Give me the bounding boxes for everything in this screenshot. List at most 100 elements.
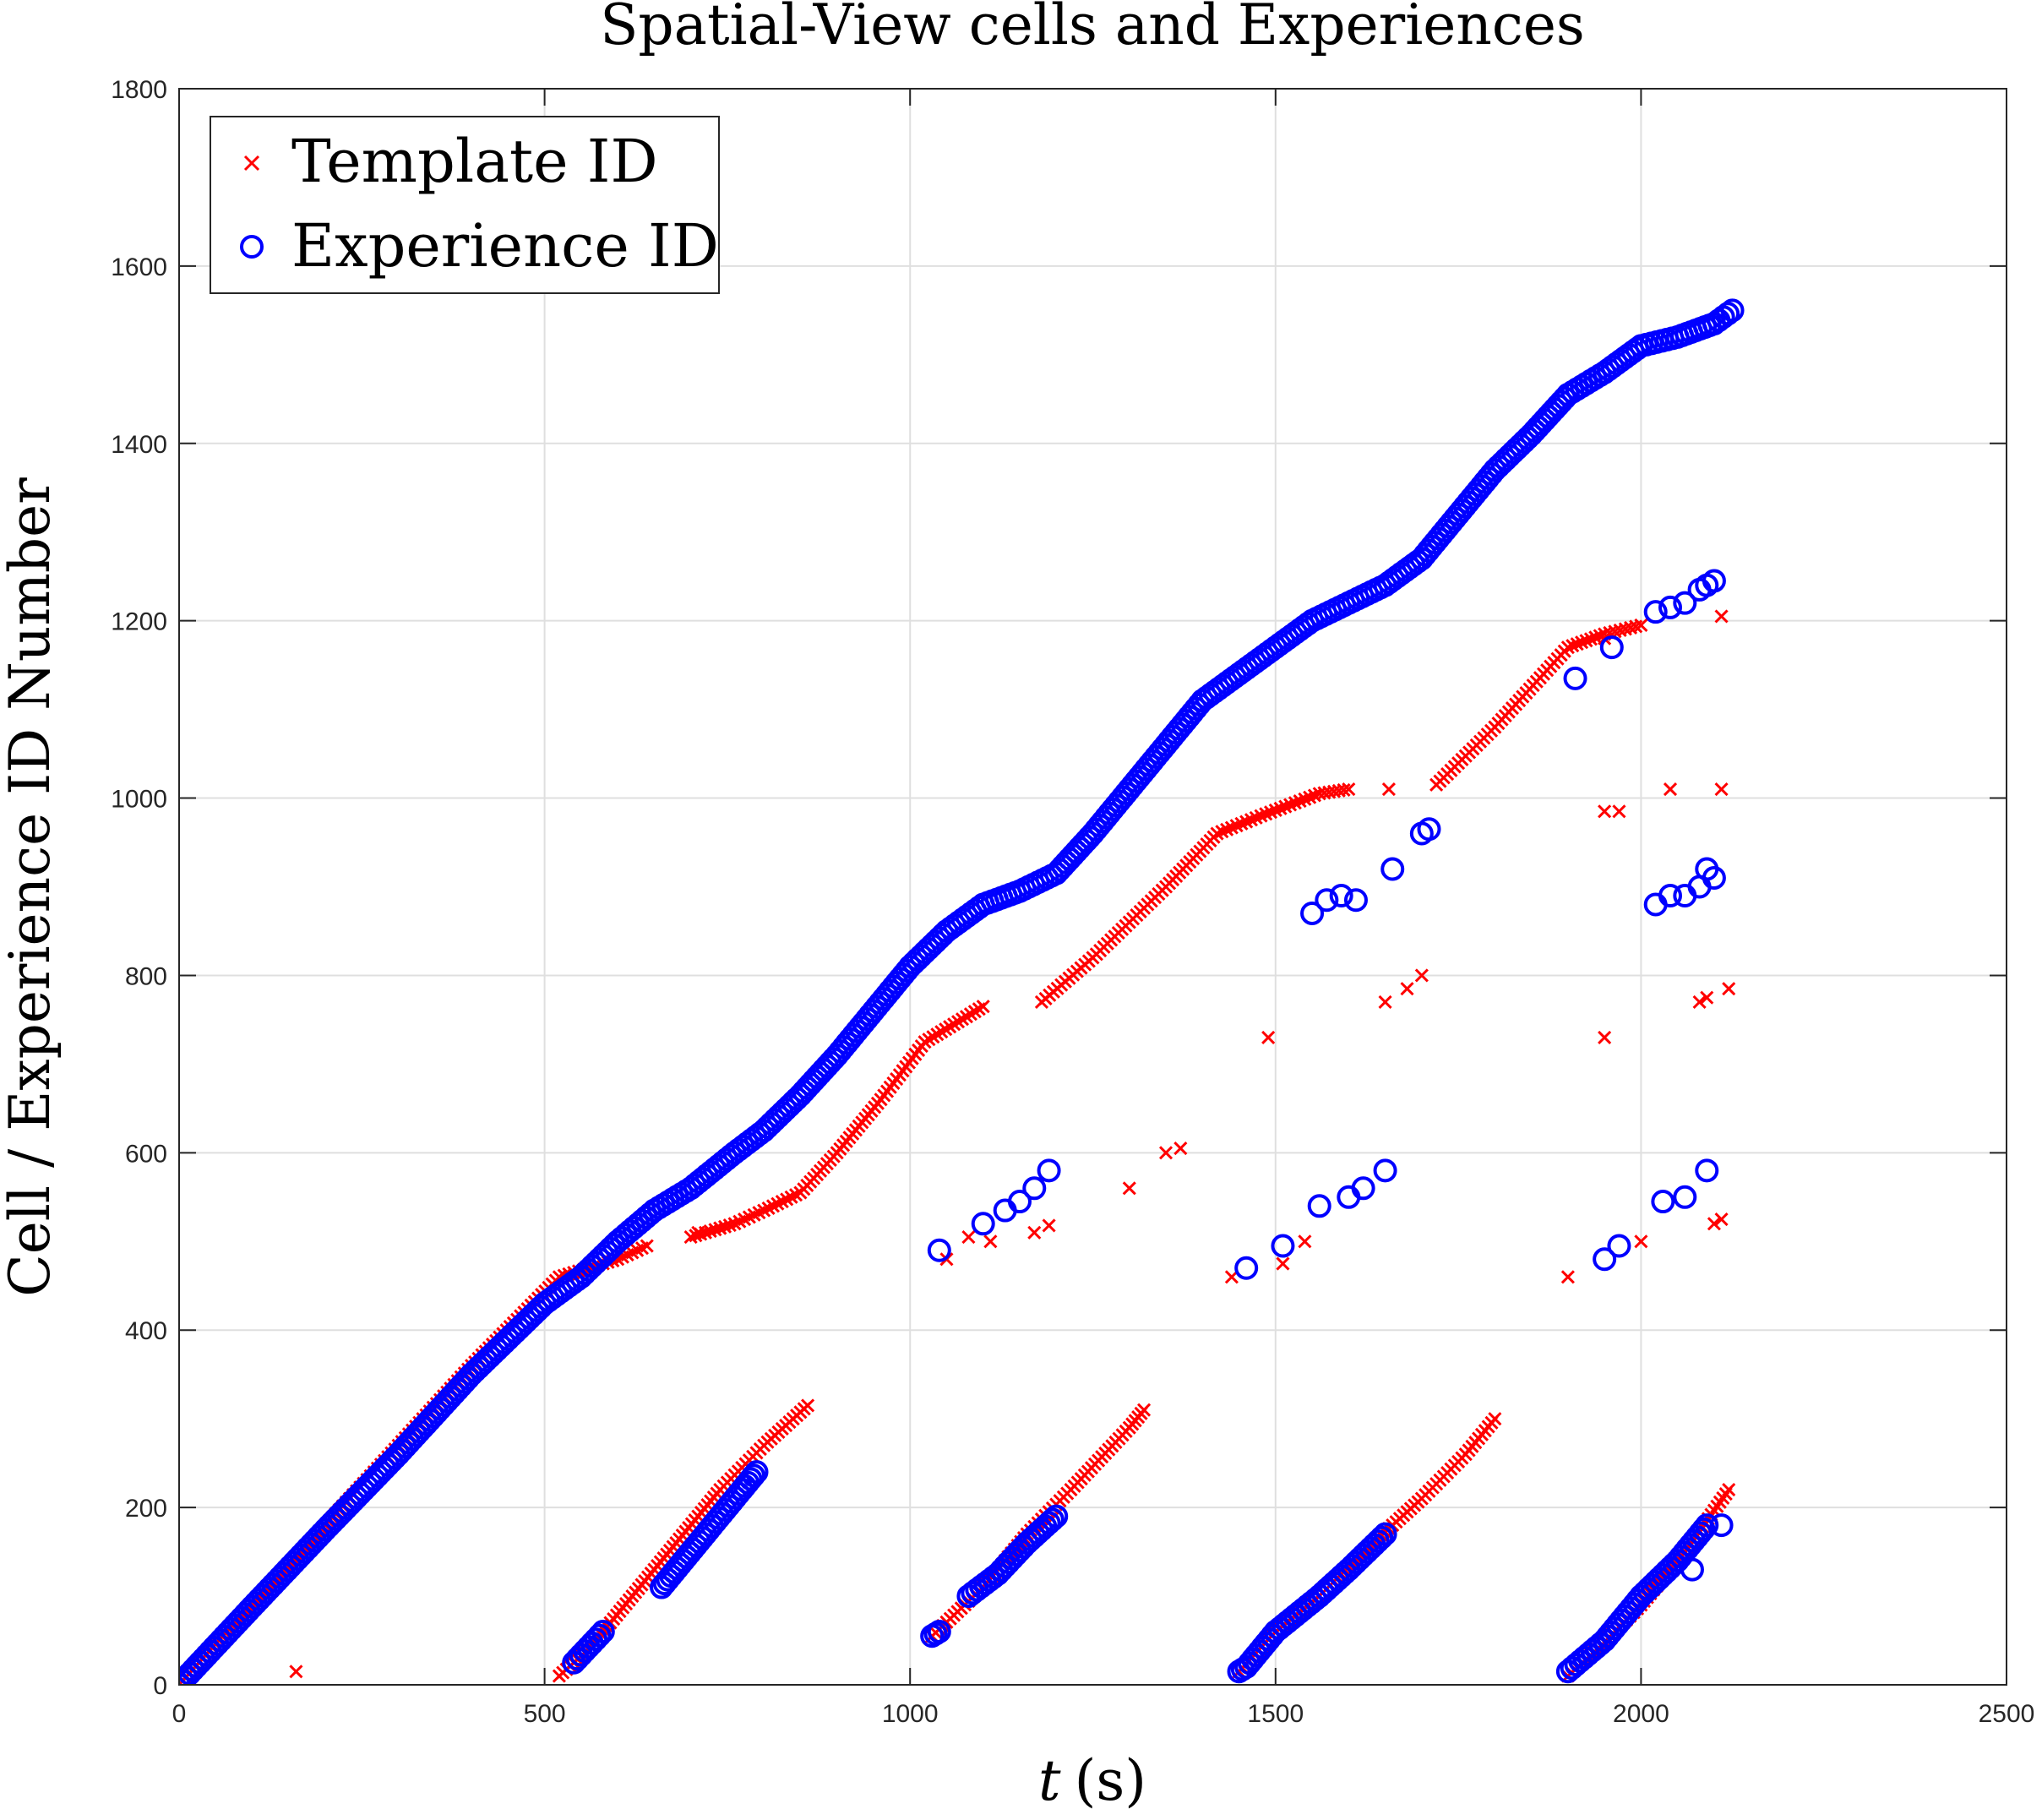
experience-id-point (1417, 817, 1441, 842)
template-id-point (961, 1229, 976, 1245)
experience-id-point (1307, 1194, 1331, 1218)
experience-id-point (1593, 1247, 1617, 1272)
experience-id-point (1563, 666, 1587, 690)
experience-id-point (584, 1627, 608, 1652)
y-tick-label: 1000 (111, 786, 167, 814)
experience-id-point (1234, 1256, 1259, 1280)
experience-id-point (1673, 591, 1697, 615)
experience-id-point (1643, 600, 1668, 624)
series-template-id (179, 609, 1736, 1685)
experience-id-point (1702, 866, 1726, 891)
experience-id-point (1315, 888, 1339, 913)
experience-id-point (1720, 298, 1745, 323)
x-axis: 0 500 1000 1500 2000 2500 (172, 89, 2035, 1728)
legend: Template ID Experience ID (210, 116, 720, 294)
experience-id-point (927, 1238, 951, 1262)
chart-title: Spatial-View cells and Experiences (600, 0, 1585, 57)
template-id-point (1714, 609, 1729, 624)
template-id-point (1700, 990, 1714, 1005)
y-tick-label: 1200 (111, 608, 167, 636)
legend-label-experience: Experience ID (291, 211, 719, 281)
experience-id-point (1695, 1513, 1719, 1538)
experience-id-point (1709, 1513, 1734, 1538)
experience-id-point (1702, 569, 1726, 593)
experience-id-point (738, 1467, 763, 1491)
x-tick-label: 2500 (1979, 1700, 2035, 1728)
experience-id-point (1373, 1522, 1397, 1546)
experience-id-point (1673, 1185, 1697, 1209)
experience-id-point (587, 1623, 612, 1648)
grid-lines (179, 89, 2007, 1685)
series-experience-id (179, 298, 1745, 1685)
template-id-point (1714, 782, 1729, 797)
experience-id-point (591, 1620, 615, 1644)
experience-id-point (971, 1212, 995, 1236)
x-tick-label: 2000 (1613, 1700, 1669, 1728)
experience-id-point (1695, 1158, 1719, 1183)
template-id-point (691, 1225, 705, 1240)
experience-id-point (1365, 1528, 1390, 1553)
template-id-point (289, 1665, 303, 1679)
template-id-point (1707, 1217, 1721, 1231)
template-id-point (1722, 1483, 1736, 1497)
experience-id-point (1300, 901, 1325, 925)
y-tick-label: 1800 (111, 76, 167, 104)
template-id-point (1378, 994, 1392, 1009)
template-id-point (1158, 1146, 1173, 1160)
experience-id-point (1343, 888, 1368, 913)
template-id-point (1042, 1218, 1056, 1233)
template-id-point (1692, 994, 1707, 1009)
y-tick-label: 0 (153, 1672, 167, 1700)
template-id-point (1488, 1412, 1502, 1426)
template-id-point (1261, 1030, 1276, 1044)
experience-id-point (1044, 1504, 1069, 1528)
template-id-point (1634, 1234, 1648, 1249)
experience-id-point (1037, 1511, 1061, 1535)
template-id-point (1337, 782, 1351, 797)
y-tick-label: 200 (125, 1495, 167, 1523)
experience-id-point (1658, 595, 1683, 619)
template-id-point (801, 1398, 815, 1413)
template-id-point (1173, 1142, 1188, 1156)
experience-id-point (1680, 1557, 1704, 1582)
legend-circle-marker-icon (240, 235, 264, 259)
y-tick-label: 600 (125, 1140, 167, 1168)
template-id-point (1634, 618, 1648, 632)
legend-label-template: Template ID (291, 127, 658, 196)
template-id-point (713, 1221, 727, 1235)
x-tick-label: 1000 (882, 1700, 939, 1728)
experience-id-point (1716, 302, 1740, 326)
experience-id-point (1007, 1190, 1032, 1214)
experience-id-point (1651, 1190, 1675, 1214)
legend-box (210, 116, 720, 294)
experience-id-point (1380, 857, 1405, 881)
x-tick-label: 0 (172, 1700, 187, 1728)
template-id-point (1400, 982, 1414, 996)
template-id-point (1612, 804, 1626, 819)
template-id-point (1663, 782, 1678, 797)
template-id-point (976, 1000, 990, 1014)
experience-id-point (1329, 883, 1353, 907)
template-id-point (1598, 1030, 1612, 1044)
template-id-point (640, 1239, 654, 1253)
experience-id-point (1271, 1234, 1295, 1258)
plot-frame (178, 88, 2007, 1686)
y-axis: 0 200 400 600 800 1000 1200 1400 1600 1800 (111, 76, 2007, 1700)
experience-id-point (1607, 1234, 1631, 1258)
x-tick-label: 500 (524, 1700, 566, 1728)
x-axis-label: t (s) (1038, 1748, 1146, 1813)
experience-id-point (744, 1460, 769, 1485)
template-id-point (1276, 1256, 1290, 1271)
template-id-point (1342, 782, 1356, 797)
experience-id-point (1373, 1158, 1397, 1183)
experience-id-point (742, 1463, 766, 1488)
legend-x-marker-icon (243, 155, 260, 172)
template-id-point (1136, 1403, 1152, 1417)
template-id-point (1560, 1270, 1575, 1284)
y-tick-label: 1400 (111, 431, 167, 459)
experience-id-point (1037, 1158, 1061, 1183)
template-id-point (1598, 804, 1612, 819)
template-id-point (1122, 1181, 1136, 1196)
experience-id-point (1040, 1507, 1065, 1532)
